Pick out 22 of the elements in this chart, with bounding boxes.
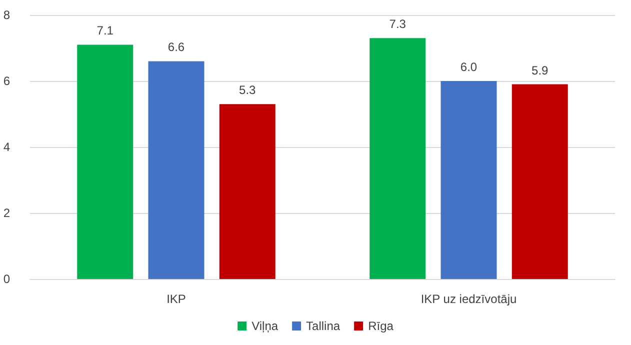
data-label: 5.3 bbox=[239, 83, 256, 98]
y-tick-label: 8 bbox=[3, 8, 10, 22]
x-tick-label: IKP bbox=[166, 292, 186, 306]
bar bbox=[512, 84, 568, 279]
y-tick-label: 4 bbox=[3, 140, 10, 154]
bar bbox=[440, 81, 497, 279]
data-label: 6.6 bbox=[168, 40, 185, 54]
bar bbox=[370, 38, 426, 279]
legend-label: Viļņa bbox=[252, 319, 278, 333]
bar bbox=[148, 61, 204, 279]
data-label: 7.1 bbox=[96, 24, 114, 38]
bar bbox=[219, 104, 276, 279]
y-tick-label: 0 bbox=[3, 272, 10, 286]
y-tick-label: 6 bbox=[3, 74, 10, 88]
legend-label: Rīga bbox=[368, 319, 394, 333]
data-label: 6.0 bbox=[460, 60, 478, 74]
data-label: 7.3 bbox=[389, 17, 406, 32]
y-tick-label: 2 bbox=[3, 206, 10, 220]
x-tick-label: IKP uz iedzīvotāju bbox=[420, 292, 517, 306]
legend-label: Tallina bbox=[306, 319, 340, 333]
bar bbox=[77, 44, 134, 279]
data-label: 5.9 bbox=[532, 63, 549, 78]
